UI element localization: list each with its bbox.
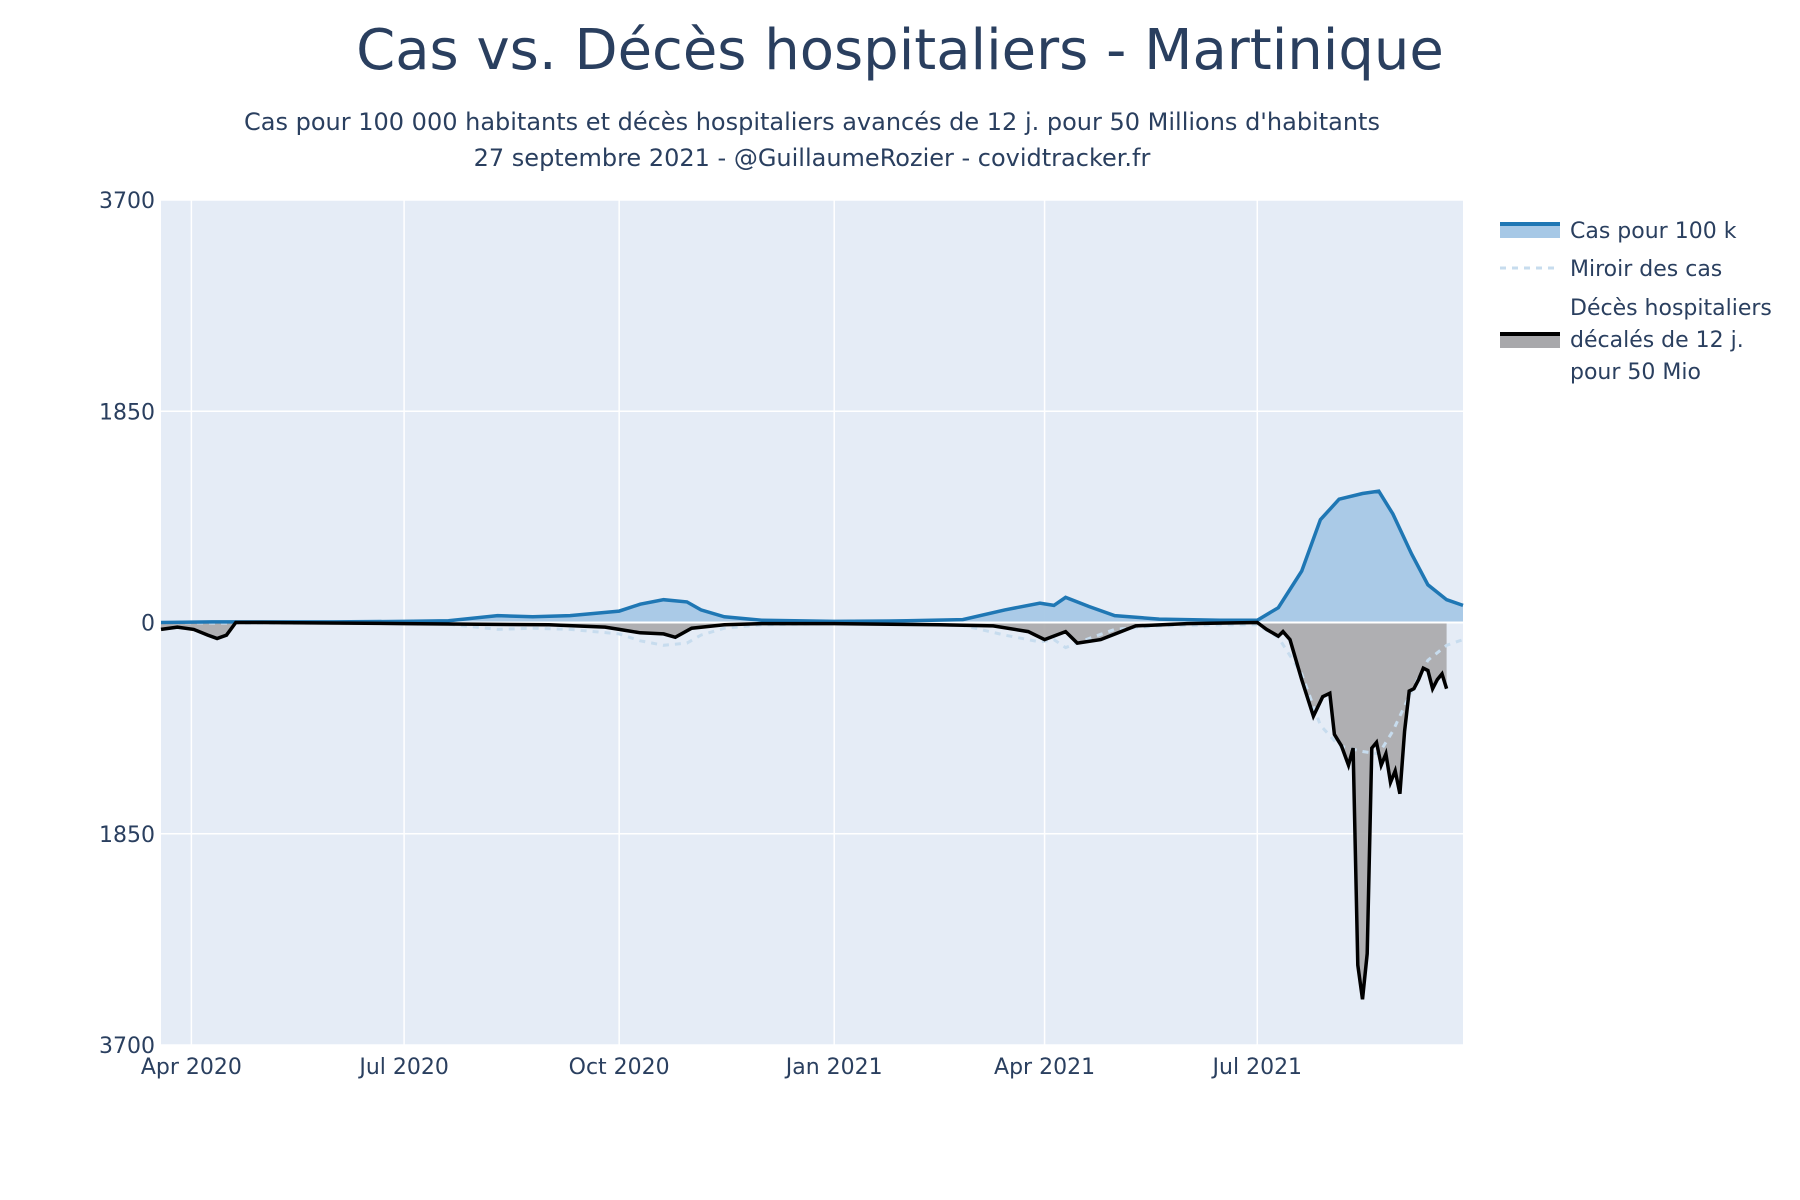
x-tick-label: Apr 2020: [141, 1055, 242, 1080]
cases-area: [161, 491, 1463, 623]
y-tick-label: 3700: [99, 189, 155, 214]
deaths-area: [161, 622, 1447, 1000]
y-tick-label: 1850: [99, 823, 155, 848]
x-tick-label: Jul 2021: [1211, 1055, 1303, 1080]
y-tick-label: 3700: [99, 1034, 155, 1059]
y-tick-label: 0: [141, 612, 155, 637]
legend-swatch-cases: [1500, 224, 1560, 238]
legend: Cas pour 100 k Miroir des cas Décès hospit…: [1500, 219, 1772, 385]
chart-source: 27 septembre 2021 - @GuillaumeRozier - c…: [473, 144, 1151, 172]
x-tick-label: Oct 2020: [569, 1055, 670, 1080]
cases-line: [160, 489, 1464, 625]
y-tick-label: 1850: [99, 400, 155, 425]
legend-label-deaths: Décès hospitaliers: [1570, 296, 1772, 321]
chart-title: Cas vs. Décès hospitaliers - Martinique: [356, 18, 1444, 83]
x-tick-label: Apr 2021: [994, 1055, 1095, 1080]
series-layer: [160, 489, 1464, 1000]
deaths-line: [160, 620, 1449, 1000]
chart-subtitle: Cas pour 100 000 habitants et décès hosp…: [244, 108, 1380, 136]
mirror-line: [160, 621, 1464, 756]
x-tick-label: Jan 2021: [784, 1055, 883, 1080]
x-tick-label: Jul 2020: [357, 1055, 449, 1080]
legend-label-deaths: décalés de 12 j.: [1570, 328, 1744, 353]
legend-label-mirror: Miroir des cas: [1570, 257, 1722, 282]
legend-swatch-deaths: [1500, 334, 1560, 348]
legend-label-cases: Cas pour 100 k: [1570, 219, 1737, 244]
legend-label-deaths: pour 50 Mio: [1570, 360, 1701, 385]
